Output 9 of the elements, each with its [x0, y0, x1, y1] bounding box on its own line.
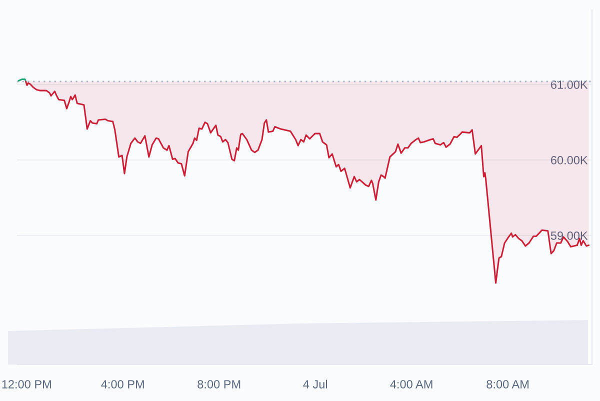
x-tick-label: 12:00 PM [2, 380, 51, 388]
y-tick-label: 60.00K [551, 156, 588, 164]
y-tick-label: 61.00K [551, 80, 588, 89]
x-tick-label: 4:00 PM [101, 380, 144, 388]
x-tick-label: 8:00 AM [486, 380, 528, 388]
x-tick-label: 4 Jul [303, 380, 328, 388]
x-tick-label: 4:00 AM [390, 380, 432, 388]
x-tick-label: 8:00 PM [198, 380, 240, 388]
y-tick-label: 59.00K [550, 231, 588, 240]
